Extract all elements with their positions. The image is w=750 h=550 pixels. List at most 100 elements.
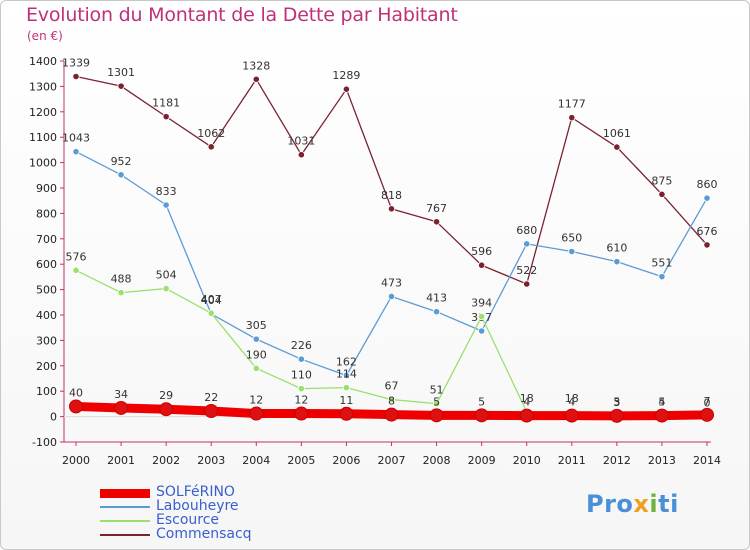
data-point	[162, 113, 170, 121]
data-point	[429, 408, 444, 423]
x-tick-label: 2006	[332, 454, 360, 467]
x-tick-label: 2012	[603, 454, 631, 467]
data-label: 1031	[287, 135, 315, 148]
data-point	[654, 408, 669, 423]
data-label: 407	[201, 293, 222, 306]
data-point	[342, 85, 351, 93]
data-point	[117, 82, 125, 90]
data-point	[478, 261, 486, 269]
x-tick-label: 2000	[62, 454, 90, 467]
data-label: 4	[523, 396, 530, 409]
legend-label: Commensacq	[156, 526, 252, 542]
proxiti-logo: Proxiti	[586, 490, 679, 518]
data-point	[207, 143, 215, 151]
data-point	[297, 385, 305, 393]
legend-label: Labouheyre	[156, 498, 239, 514]
y-tick-label: 1200	[29, 106, 57, 119]
data-label: 226	[291, 339, 312, 352]
legend-item: Commensacq	[100, 526, 360, 542]
data-label: 110	[291, 369, 312, 382]
data-label: 833	[156, 185, 177, 198]
data-label: 12	[294, 394, 308, 407]
legend-item: Escource	[100, 512, 360, 528]
x-tick-label: 2013	[648, 454, 676, 467]
x-tick-label: 2004	[242, 454, 270, 467]
data-label: 1177	[558, 98, 586, 111]
y-tick-label: -100	[32, 436, 57, 449]
data-label: 0	[704, 397, 711, 410]
x-tick-label: 2001	[107, 454, 135, 467]
data-point	[478, 312, 486, 321]
legend-label: Escource	[156, 512, 220, 528]
x-tick-label: 2002	[152, 454, 180, 467]
data-point	[117, 171, 125, 179]
y-tick-label: 1300	[29, 80, 57, 93]
data-point	[523, 280, 531, 288]
legend-label: SOLFéRINO	[156, 484, 235, 500]
y-tick-label: 500	[36, 284, 57, 297]
data-label: 875	[651, 174, 672, 187]
data-point	[252, 335, 260, 343]
data-point	[249, 406, 264, 421]
legend-swatch	[100, 489, 150, 498]
data-point	[568, 247, 576, 256]
data-label: 18	[565, 392, 579, 405]
y-tick-label: 0	[50, 411, 57, 424]
data-label: 114	[336, 368, 357, 381]
data-point	[252, 364, 260, 372]
chart-plot: -100010020030040050060070080090010001100…	[29, 55, 721, 467]
data-point	[519, 408, 534, 423]
data-label: 8	[388, 395, 395, 408]
data-point	[294, 406, 309, 421]
x-tick-label: 2007	[378, 454, 406, 467]
x-tick-label: 2010	[513, 454, 541, 467]
x-tick-label: 2008	[423, 454, 451, 467]
y-tick-label: 400	[36, 309, 57, 322]
data-point	[703, 194, 711, 202]
data-label: 473	[381, 276, 402, 289]
data-label: 1301	[107, 66, 135, 79]
data-point	[432, 308, 441, 316]
data-label: 51	[430, 384, 444, 397]
data-point	[72, 72, 80, 81]
data-label: 190	[246, 348, 267, 361]
data-label: 1062	[197, 127, 225, 140]
data-label: 504	[156, 269, 177, 282]
data-point	[658, 190, 666, 198]
data-label: 40	[69, 386, 83, 399]
data-label: 522	[516, 264, 537, 277]
data-point	[703, 241, 711, 249]
data-point	[387, 395, 396, 404]
data-point	[609, 408, 624, 423]
data-label: 860	[697, 178, 718, 191]
data-point	[613, 258, 621, 266]
data-label: 305	[246, 319, 267, 332]
data-point	[432, 218, 441, 226]
y-tick-label: 600	[36, 258, 57, 271]
data-point	[72, 148, 80, 156]
data-label: 404	[201, 294, 222, 307]
x-tick-label: 2014	[693, 454, 721, 467]
data-label: 22	[204, 391, 218, 404]
data-point	[297, 355, 305, 363]
data-label: 1339	[62, 56, 90, 69]
data-label: 1181	[152, 97, 180, 110]
data-point	[204, 404, 219, 419]
legend-swatch	[100, 506, 150, 508]
data-label: 413	[426, 292, 447, 305]
data-label: 767	[426, 202, 447, 215]
data-point	[162, 201, 170, 209]
data-label: 5	[433, 395, 440, 408]
data-label: 11	[339, 394, 353, 407]
data-label: 18	[520, 392, 534, 405]
data-label: 67	[385, 380, 399, 393]
data-point	[387, 292, 396, 301]
data-point	[162, 284, 170, 293]
data-label: 1043	[62, 132, 90, 145]
legend-swatch	[100, 534, 150, 536]
data-label: 7	[704, 395, 711, 408]
data-point	[342, 384, 351, 392]
legend-item: SOLFéRINO	[100, 484, 360, 500]
y-tick-label: 700	[36, 233, 57, 246]
